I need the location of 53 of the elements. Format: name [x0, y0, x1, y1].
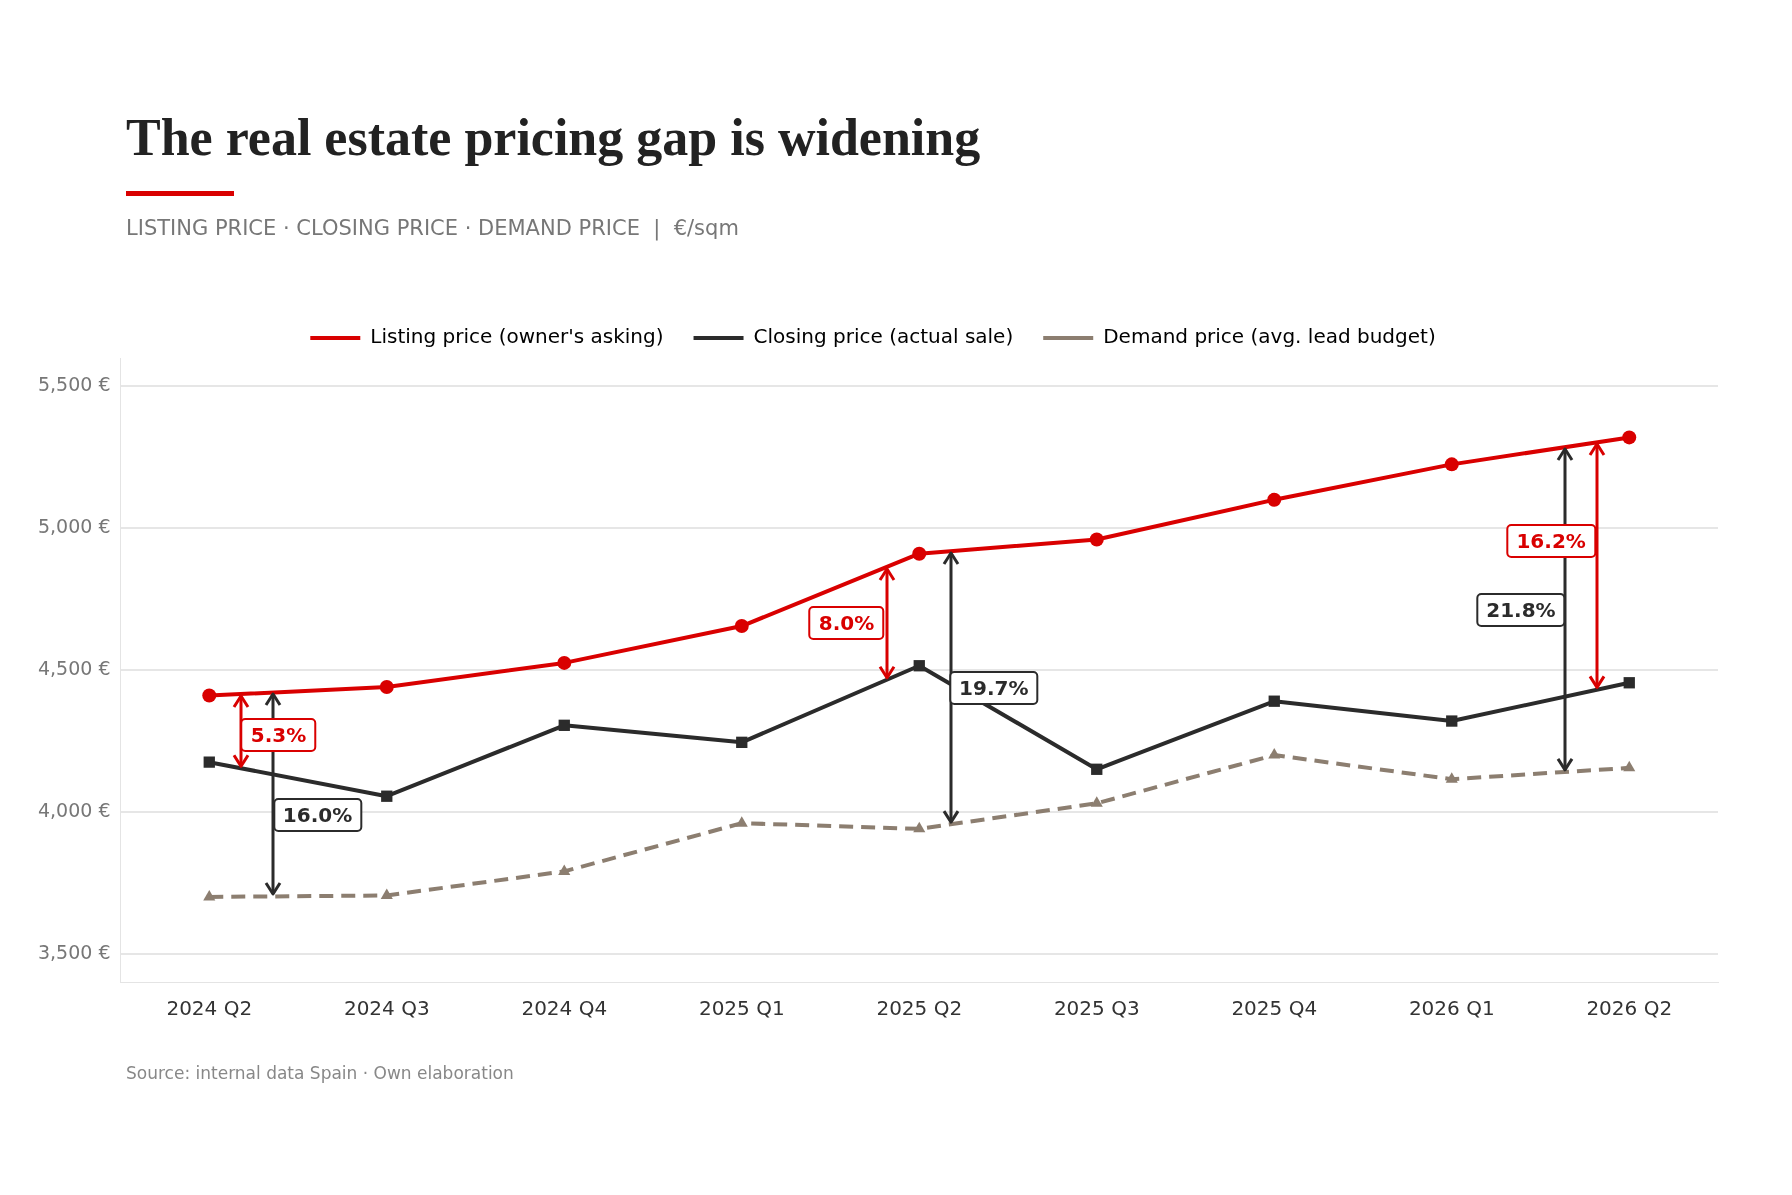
point: [1268, 695, 1280, 707]
point: [1446, 715, 1458, 727]
point: [1089, 532, 1104, 547]
x-tick-label: 2025 Q3: [1053, 996, 1140, 1021]
annotation: 21.8%: [1476, 592, 1566, 627]
point: [1623, 760, 1636, 772]
legend-label: Demand price (avg. lead budget): [1103, 324, 1436, 349]
y-tick-label: 3,500 €: [37, 940, 111, 963]
point: [1622, 430, 1637, 445]
x-tick-label: 2024 Q2: [166, 996, 253, 1021]
annotation: 16.0%: [272, 797, 363, 832]
annotation: 19.7%: [949, 670, 1039, 705]
legend-label: Closing price (actual sale): [753, 324, 1014, 349]
source-note: Source: internal data Spain · Own elaboration: [126, 1063, 514, 1083]
point: [1444, 457, 1459, 472]
point: [912, 546, 927, 561]
y-tick-label: 4,000 €: [37, 798, 111, 821]
annotation: 16.2%: [1506, 524, 1596, 559]
point: [557, 655, 572, 670]
point: [913, 821, 926, 833]
point: [379, 680, 394, 695]
x-tick-label: 2026 Q1: [1408, 996, 1495, 1021]
point: [1268, 748, 1281, 759]
x-tick-label: 2024 Q4: [521, 996, 608, 1021]
annotation: 5.3%: [240, 717, 317, 752]
point: [380, 888, 393, 899]
x-tick-label: 2025 Q4: [1231, 996, 1318, 1021]
point: [913, 660, 925, 672]
point: [1445, 772, 1458, 783]
point: [735, 816, 748, 827]
x-tick-label: 2024 Q3: [343, 996, 430, 1021]
point: [558, 864, 571, 875]
y-tick-label: 4,500 €: [37, 656, 111, 679]
chart-title: The real estate pricing gap is widening: [126, 108, 981, 167]
point: [736, 736, 748, 748]
point: [1090, 796, 1103, 807]
point: [1623, 677, 1635, 689]
point: [202, 688, 217, 703]
point: [381, 790, 393, 802]
y-tick-label: 5,000 €: [37, 515, 111, 538]
point: [734, 619, 749, 634]
chart-subtitle: LISTING PRICE · CLOSING PRICE · DEMAND PRICE | €/sqm: [126, 216, 739, 240]
x-tick-label: 2025 Q1: [698, 996, 785, 1021]
y-tick-label: 5,500 €: [37, 373, 111, 396]
point: [558, 719, 570, 731]
point: [203, 756, 215, 768]
point: [1267, 492, 1282, 507]
legend-label: Listing price (owner's asking): [370, 324, 664, 349]
point: [203, 889, 216, 901]
annotation: 8.0%: [808, 606, 885, 641]
x-tick-label: 2026 Q2: [1586, 996, 1673, 1021]
x-tick-label: 2025 Q2: [876, 996, 963, 1021]
point: [1091, 763, 1103, 775]
